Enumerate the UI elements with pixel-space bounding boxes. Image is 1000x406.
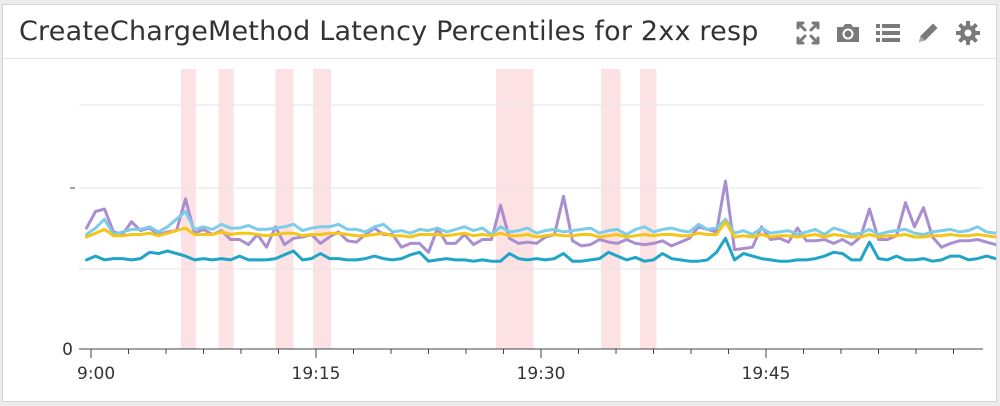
expand-icon xyxy=(796,21,820,45)
pencil-icon xyxy=(919,23,938,42)
series-lines xyxy=(85,179,996,263)
highlight-band xyxy=(275,69,294,349)
list-icon xyxy=(876,24,900,42)
legend-button[interactable] xyxy=(872,17,904,49)
highlight-bands xyxy=(181,69,657,349)
y-tick-label: 0 xyxy=(62,340,73,360)
gridlines xyxy=(79,104,983,270)
series-line-3 xyxy=(85,220,996,239)
edit-button[interactable] xyxy=(912,17,944,49)
x-tick-label: 19:45 xyxy=(742,364,791,384)
latency-line-chart: 9:00 19:15 19:30 19:45 0 xyxy=(62,69,996,384)
gear-icon xyxy=(956,21,980,45)
expand-button[interactable] xyxy=(792,17,824,49)
widget-toolbar xyxy=(792,17,984,49)
series-line-2 xyxy=(85,210,996,236)
widget-header: CreateChargeMethod Latency Percentiles f… xyxy=(3,5,996,59)
x-tick-label: 9:00 xyxy=(77,364,115,384)
timeseries-widget: CreateChargeMethod Latency Percentiles f… xyxy=(2,4,997,402)
x-tick-label: 19:15 xyxy=(292,364,341,384)
highlight-band xyxy=(218,69,234,349)
highlight-band xyxy=(640,69,657,349)
axes: 9:00 19:15 19:30 19:45 0 xyxy=(62,187,983,384)
settings-button[interactable] xyxy=(952,17,984,49)
x-tick-label: 19:30 xyxy=(517,364,566,384)
snapshot-button[interactable] xyxy=(832,17,864,49)
highlight-band xyxy=(313,69,331,349)
widget-title: CreateChargeMethod Latency Percentiles f… xyxy=(19,16,759,47)
highlight-band xyxy=(601,69,621,349)
camera-icon xyxy=(837,24,859,42)
series-line-4 xyxy=(85,236,996,263)
